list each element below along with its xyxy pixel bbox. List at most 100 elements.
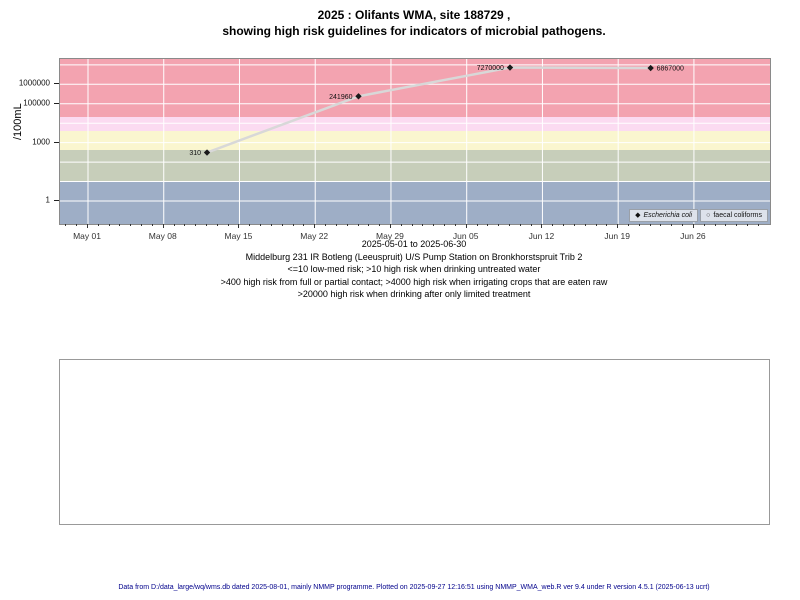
open-circle-icon: ○ (706, 212, 711, 219)
x-tick-label: Jun 26 (680, 231, 706, 241)
x-tick-major (87, 224, 88, 228)
data-point-diamond (647, 64, 654, 72)
data-point-label: 7270000 (477, 65, 504, 72)
data-point-diamond (203, 149, 211, 156)
x-tick-minor (346, 224, 348, 226)
x-tick-minor (141, 224, 143, 226)
plot-area: 310 241960 7270000 6867000 ◆ Escherichia co… (59, 58, 771, 225)
x-tick-minor (184, 224, 186, 226)
x-tick-minor (260, 224, 262, 226)
x-tick-minor (357, 224, 359, 226)
x-tick-minor (151, 224, 153, 226)
legend-item-faecal-coliforms: ○ faecal coliforms (700, 209, 768, 222)
data-layer: 310 241960 7270000 6867000 (60, 59, 770, 224)
caption-line-5: >20000 high risk when drinking after onl… (297, 289, 531, 299)
x-tick-label: May 15 (224, 231, 253, 241)
x-tick-minor (270, 224, 272, 226)
x-tick-minor (487, 224, 489, 226)
x-tick-label: May 08 (148, 231, 177, 241)
x-tick-minor (76, 224, 78, 226)
x-tick-label: Jun 05 (452, 231, 479, 241)
x-tick-minor (714, 224, 716, 226)
y-tick-mark (54, 141, 59, 143)
caption-line-3: <=10 low-med risk; >10 high risk when dr… (287, 264, 541, 274)
x-tick-minor (671, 224, 673, 226)
x-tick-minor (433, 224, 435, 226)
x-tick-major (314, 224, 316, 228)
footer-note: Data from D:/data_large/wq/wms.db dated … (118, 584, 710, 591)
x-tick-minor (606, 224, 608, 226)
x-tick-minor (508, 224, 510, 226)
x-tick-label: May 22 (300, 231, 329, 241)
x-tick-minor (444, 224, 446, 226)
x-tick-minor (682, 224, 684, 226)
x-axis: May 01 May 08 May 15 May 22 May 29 Jun 05 Jun … (59, 224, 769, 250)
y-tick-mark (54, 102, 59, 104)
x-tick-minor (368, 224, 370, 226)
x-tick-minor (249, 224, 251, 226)
x-tick-minor (454, 224, 456, 226)
x-tick-minor (400, 224, 402, 226)
x-tick-minor (108, 224, 110, 226)
x-tick-minor (573, 224, 575, 226)
legend-item-escherichia-coli: ◆ Escherichia coli (629, 209, 699, 222)
x-tick-minor (628, 224, 629, 226)
x-tick-minor (130, 224, 132, 226)
x-tick-minor (227, 224, 229, 226)
x-tick-minor (725, 224, 727, 226)
data-point-diamond (355, 93, 362, 100)
data-point-label: 310 (189, 150, 201, 157)
x-tick-major (162, 224, 164, 228)
x-tick-minor (173, 224, 175, 226)
x-tick-minor (216, 224, 218, 226)
legend: ◆ Escherichia coli ○ faecal coliforms (629, 209, 768, 222)
risk-band-2 (60, 150, 770, 182)
x-tick-minor (281, 224, 283, 226)
y-tick-label: 100000 (23, 98, 50, 108)
legend-label: faecal coliforms (713, 212, 762, 219)
x-tick-minor (638, 224, 640, 226)
x-tick-minor (335, 224, 337, 226)
y-tick-label: 1000 (32, 137, 50, 147)
x-tick-major (465, 224, 467, 228)
caption-block: 2025-05-01 to 2025-06-30 Middelburg 231 I… (28, 238, 800, 301)
x-tick-label: Jun 12 (528, 231, 555, 241)
filled-diamond-icon: ◆ (635, 212, 641, 219)
x-tick-minor (325, 224, 327, 226)
risk-band-3 (60, 130, 770, 151)
x-tick-major (389, 224, 391, 228)
chart-title-line-1: 2025 : Olifants WMA, site 188729 , (317, 8, 511, 22)
y-tick-label: 1 (45, 195, 50, 205)
y-tick-mark (54, 200, 59, 201)
x-tick-major (692, 224, 694, 228)
x-tick-minor (422, 224, 424, 226)
x-tick-minor (552, 224, 554, 226)
x-tick-minor (747, 224, 749, 226)
x-tick-minor (595, 224, 597, 226)
y-tick-mark (54, 83, 59, 85)
x-tick-minor (292, 224, 294, 226)
x-tick-minor (379, 224, 381, 226)
x-tick-minor (65, 224, 67, 226)
x-tick-minor (584, 224, 586, 226)
x-tick-minor (563, 224, 565, 226)
data-point-label: 6867000 (657, 66, 684, 73)
x-tick-minor (498, 224, 500, 226)
x-tick-minor (649, 224, 651, 226)
caption-line-1: 2025-05-01 to 2025-06-30 (361, 239, 467, 249)
x-tick-major (238, 224, 240, 228)
x-tick-label: May 29 (376, 231, 404, 241)
x-tick-minor (530, 224, 532, 226)
x-tick-minor (411, 224, 413, 226)
x-tick-minor (703, 224, 705, 226)
legend-label: Escherichia coli (643, 212, 693, 219)
x-tick-major (617, 224, 619, 228)
chart-title: 2025 : Olifants WMA, site 188729 , showi… (28, 7, 800, 39)
x-tick-minor (97, 224, 99, 226)
x-tick-label: Jun 19 (604, 231, 630, 241)
risk-band-4 (60, 117, 770, 131)
x-tick-minor (303, 224, 305, 226)
empty-panel (59, 359, 770, 525)
caption-line-2: Middelburg 231 IR Botleng (Leeuspruit) U… (245, 251, 583, 262)
data-point-diamond (506, 64, 514, 71)
